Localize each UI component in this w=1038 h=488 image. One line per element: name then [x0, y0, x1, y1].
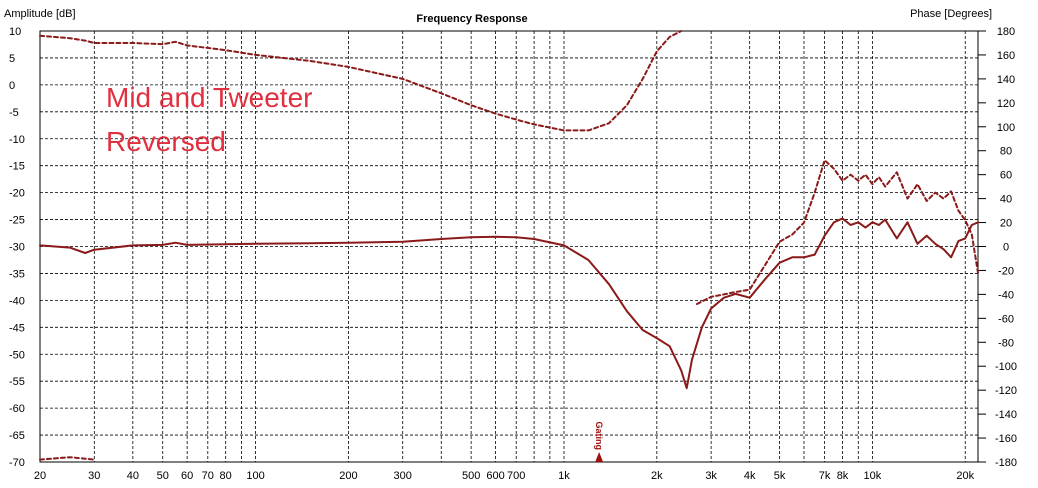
x-tick-label: 2k	[651, 470, 663, 482]
right-y-tick-label: -40	[998, 289, 1014, 301]
left-y-tick-label: -40	[9, 295, 25, 307]
x-tick-label: 30	[88, 470, 100, 482]
gating-marker-label: Gating	[594, 422, 604, 451]
left-y-tick-label: -35	[9, 268, 25, 280]
right-y-tick-label: 180	[997, 26, 1015, 38]
series-group	[39, 30, 979, 461]
left-y-tick-label: -50	[9, 349, 25, 361]
x-tick-label: 10k	[864, 470, 882, 482]
right-y-tick-label: -100	[995, 361, 1017, 373]
left-y-tick-label: -20	[9, 188, 25, 200]
left-y-tick-label: -45	[9, 322, 25, 334]
gating-marker-arrow	[595, 452, 604, 462]
x-tick-label: 4k	[744, 470, 756, 482]
right-y-tick-label: 0	[1003, 242, 1009, 254]
left-y-tick-label: 0	[9, 80, 15, 92]
right-y-tick-label: -20	[998, 265, 1014, 277]
right-y-tick-label: 120	[997, 98, 1015, 110]
x-tick-label: 50	[157, 470, 169, 482]
x-tick-label: 20k	[956, 470, 974, 482]
right-y-tick-label: 160	[997, 50, 1015, 62]
phase-series-line	[39, 30, 683, 132]
left-y-tick-label: -5	[9, 107, 19, 119]
gating-marker-group: Gating	[594, 422, 604, 462]
right-y-tick-label: 20	[1000, 218, 1012, 230]
x-tick-label: 8k	[837, 470, 849, 482]
left-axis-label: Amplitude [dB]	[4, 8, 76, 20]
left-y-tick-label: -30	[9, 242, 25, 254]
x-tick-label: 60	[181, 470, 193, 482]
x-tick-label: 700	[507, 470, 525, 482]
right-y-tick-label: 140	[997, 74, 1015, 86]
annotation-line-2: Reversed	[106, 126, 226, 157]
left-y-tick-label: -55	[9, 376, 25, 388]
amplitude-series-line	[39, 217, 979, 390]
x-tick-label: 7k	[819, 470, 831, 482]
annotation-line-1: Mid and Tweeter	[106, 82, 313, 113]
left-y-tick-label: -65	[9, 430, 25, 442]
axis-ticks: 20 30 40 50 60 70 80 100 200 300 500 600 700 1k 2k 3k 4k…	[9, 26, 1017, 482]
phase-series-line	[696, 159, 979, 305]
left-y-tick-label: -15	[9, 161, 25, 173]
right-y-tick-label: -140	[995, 409, 1017, 421]
right-y-tick-label: -160	[995, 433, 1017, 445]
left-y-tick-label: -70	[9, 457, 25, 469]
right-y-tick-label: -120	[995, 385, 1017, 397]
x-tick-label: 1k	[558, 470, 570, 482]
x-tick-label: 600	[486, 470, 504, 482]
left-y-tick-label: -25	[9, 215, 25, 227]
chart-title: Frequency Response	[416, 13, 527, 25]
left-y-tick-label: -10	[9, 134, 25, 146]
right-y-tick-label: 40	[1000, 194, 1012, 206]
right-y-tick-label: 80	[1000, 146, 1012, 158]
x-tick-label: 70	[202, 470, 214, 482]
phase-series-line	[39, 456, 96, 461]
right-y-tick-label: 60	[1000, 170, 1012, 182]
left-y-tick-label: 10	[9, 26, 21, 38]
x-tick-label: 20	[34, 470, 46, 482]
x-tick-label: 300	[394, 470, 412, 482]
x-tick-label: 40	[127, 470, 139, 482]
x-tick-label: 500	[462, 470, 480, 482]
right-y-tick-label: -60	[998, 313, 1014, 325]
right-axis-label: Phase [Degrees]	[910, 8, 992, 20]
right-y-tick-label: -180	[995, 457, 1017, 469]
left-y-tick-label: -60	[9, 403, 25, 415]
x-tick-label: 5k	[774, 470, 786, 482]
x-tick-label: 200	[339, 470, 357, 482]
right-y-tick-label: -80	[998, 337, 1014, 349]
x-tick-label: 80	[220, 470, 232, 482]
left-y-tick-label: 5	[9, 53, 15, 65]
x-tick-label: 3k	[705, 470, 717, 482]
right-y-tick-label: 100	[997, 122, 1015, 134]
x-tick-label: 100	[246, 470, 264, 482]
